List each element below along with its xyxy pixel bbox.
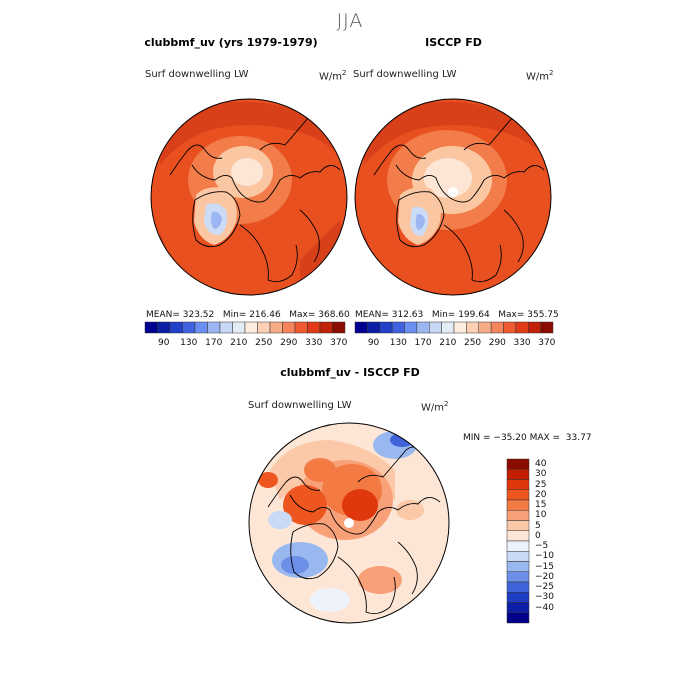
colorbar-swatch: [506, 612, 530, 624]
units-label-difference: W/m2: [421, 400, 449, 414]
colorbar-tick-label: 20: [535, 489, 547, 500]
units-label-model: W/m2: [319, 69, 347, 83]
stats-difference: MIN = −35.20 MAX = 33.77: [463, 433, 592, 443]
colorbar-tick-label: 370: [538, 338, 556, 348]
colorbar-tick-label: −30: [535, 592, 554, 603]
variable-label-obs: Surf downwelling LW: [353, 69, 457, 80]
panel-title-model: clubbmf_uv (yrs 1979-1979): [144, 36, 318, 49]
colorbar-model: [144, 321, 346, 334]
colorbar-tick-label: 330: [513, 338, 531, 348]
colorbar-swatch: [540, 321, 554, 334]
colorbar-tick-label: 370: [330, 338, 348, 348]
colorbar-ticks-model: 90 130 170 210 250 290 330 370: [0, 338, 700, 352]
colorbar-tick-label: 5: [535, 520, 541, 531]
colorbar-tick-label: 250: [463, 338, 482, 348]
colorbar-tick-label: 130: [389, 338, 407, 348]
colorbar-tick-label: −15: [535, 561, 554, 572]
colorbar-tick-label: −40: [535, 602, 554, 613]
colorbar-tick-label: 15: [535, 500, 547, 511]
colorbar-tick-label: 130: [180, 338, 198, 348]
colorbar-tick-label: 290: [488, 338, 506, 348]
polar-map-difference: [249, 423, 449, 623]
colorbar-swatch: [332, 321, 346, 334]
colorbar-tick-label: 330: [305, 338, 323, 348]
colorbar-tick-label: 10: [535, 510, 547, 521]
variable-label-model: Surf downwelling LW: [145, 69, 249, 80]
colorbar-tick-label: 40: [535, 459, 547, 470]
colorbar-tick-label: 0: [535, 530, 541, 541]
colorbar-tick-label: 250: [255, 338, 273, 348]
panel-title-obs: ISCCP FD: [425, 36, 482, 49]
colorbar-tick-label: 210: [439, 338, 457, 348]
variable-label-difference: Surf downwelling LW: [248, 400, 352, 411]
stats-model: MEAN= 323.52 Min= 216.46 Max= 368.60: [146, 310, 350, 320]
colorbar-tick-label: 90: [367, 338, 380, 348]
colorbar-tick-label: 210: [230, 338, 248, 348]
colorbar-tick-label: −20: [535, 571, 554, 582]
colorbar-tick-label: −10: [535, 551, 554, 562]
colorbar-ticks-obs: 90 130 170 210 250 290 330 370: [0, 338, 700, 352]
colorbar-tick-label: 170: [205, 338, 223, 348]
polar-map-obs: [355, 99, 551, 295]
season-title: JJA: [336, 10, 364, 32]
coastlines-difference: [267, 446, 441, 615]
coastlines-obs: [373, 114, 545, 283]
stats-obs: MEAN= 312.63 Min= 199.64 Max= 355.75: [355, 310, 559, 320]
colorbar-tick-label: −5: [535, 541, 549, 552]
colorbar-tick-label: 25: [535, 479, 547, 490]
colorbar-tick-label: 170: [414, 338, 432, 348]
colorbar-tick-label: −25: [535, 582, 554, 593]
colorbar-tick-label: 290: [280, 338, 298, 348]
colorbar-difference: [506, 458, 530, 624]
units-label-obs: W/m2: [526, 69, 554, 83]
colorbar-tick-label: 30: [535, 469, 547, 480]
colorbar-tick-label: 90: [158, 338, 170, 348]
colorbar-obs: [354, 321, 554, 334]
panel-title-difference: clubbmf_uv - ISCCP FD: [280, 366, 420, 379]
